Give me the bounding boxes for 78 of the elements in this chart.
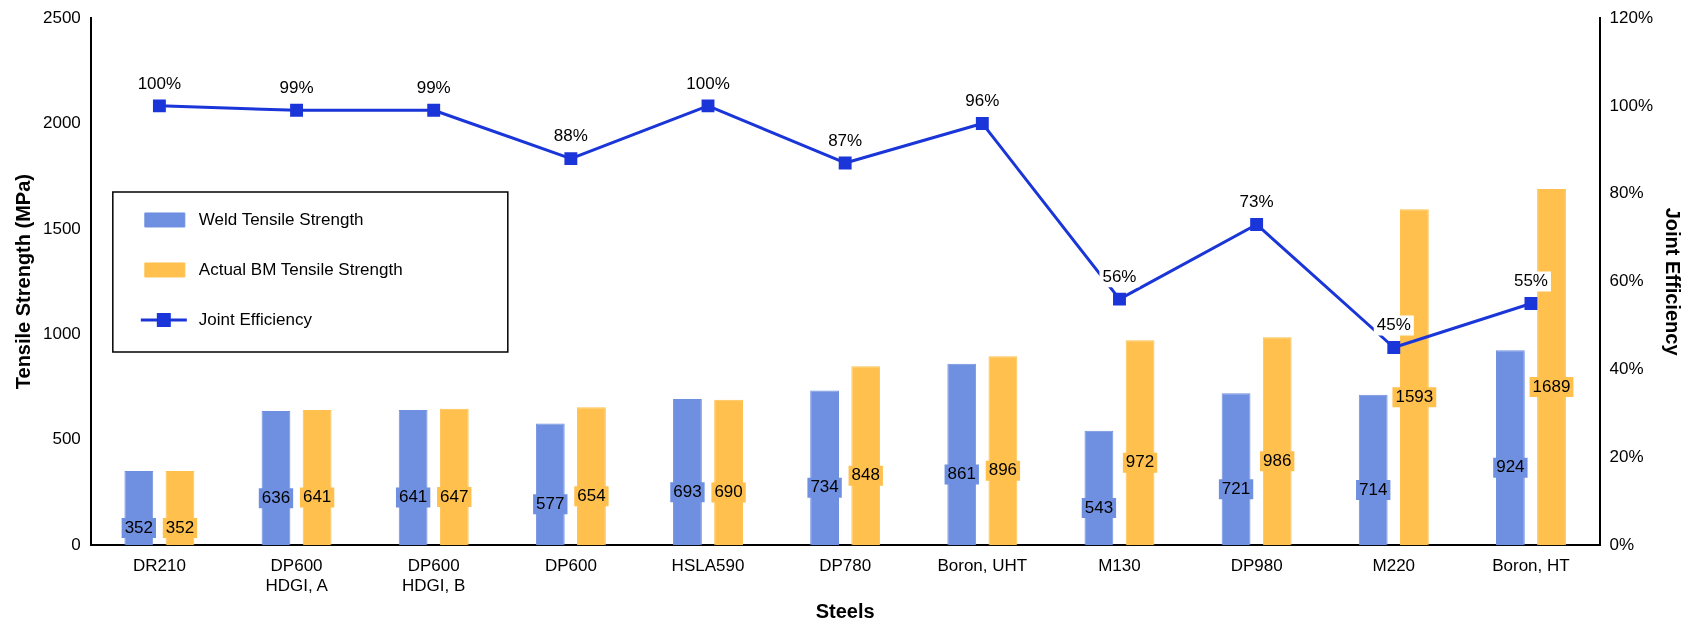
data-label: 45% [1376,315,1411,335]
data-label: 734 [810,477,839,497]
y2-tick-label: 80% [1609,183,1644,203]
x-axis-title: Steels [815,599,875,622]
data-label: 99% [279,77,314,97]
x-tick-label: HSLA590 [671,556,745,576]
data-label: 543 [1084,497,1114,517]
x-tick-label: DP600 HDGI, A [265,556,329,596]
data-label: 88% [553,126,588,146]
data-label: 100% [137,73,182,93]
x-tick-label: M130 [1098,556,1141,576]
data-label: 654 [577,485,606,505]
y2-tick-label: 60% [1609,271,1644,291]
data-label: 641 [398,487,428,507]
data-label: 848 [851,465,880,485]
data-label: 690 [714,482,743,502]
data-label: 721 [1221,478,1251,498]
x-tick-label: DP600 [544,556,597,576]
data-label: 87% [828,130,863,150]
data-label: 56% [1102,266,1137,286]
point [564,152,578,166]
x-tick-label: M220 [1372,556,1416,576]
y-tick-label: 0 [71,534,81,554]
bar [1495,350,1525,546]
legend-label: Actual BM Tensile Strength [198,259,403,279]
point [1387,341,1401,354]
data-label: 577 [536,494,565,514]
point [701,99,715,113]
data-label: 1593 [1395,386,1434,406]
point [975,116,989,130]
x-tick-label: DP980 [1230,556,1283,576]
point [1250,218,1264,231]
x-tick-label: DR210 [132,556,186,576]
point [152,99,166,113]
y2-tick-label: 0% [1609,534,1635,554]
point [427,103,441,117]
y-tick-label: 1000 [42,324,81,344]
x-tick-label: DP600 HDGI, B [402,556,466,596]
data-label: 96% [965,91,1000,111]
data-label: 861 [947,464,976,484]
point [1524,297,1538,311]
data-label: 55% [1513,271,1548,291]
data-label: 100% [686,73,730,93]
y2-axis-title: Joint Efficiency [1662,207,1685,357]
bar [1262,337,1292,546]
data-label: 896 [988,460,1018,480]
data-label: 99% [416,77,451,97]
data-label: 924 [1496,457,1525,477]
data-label: 352 [165,517,195,537]
data-label: 972 [1125,452,1155,472]
y-tick-label: 2500 [42,7,81,27]
legend-label: Joint Efficiency [198,309,313,329]
x-tick-label: DP780 [819,556,872,576]
data-label: 693 [673,481,702,501]
y-axis-title: Tensile Strength (MPa) [11,173,34,390]
x-tick-label: Boron, UHT [937,556,1028,576]
data-label: 636 [261,487,291,507]
point [290,103,303,117]
data-label: 352 [124,517,154,537]
data-label: 647 [440,486,469,506]
y-tick-label: 500 [52,429,81,449]
y2-tick-label: 40% [1609,359,1644,379]
point [838,156,852,170]
bar [851,366,881,546]
data-label: 1689 [1532,376,1571,396]
y2-tick-label: 120% [1609,7,1653,27]
y2-tick-label: 20% [1609,447,1644,467]
data-label: 73% [1239,192,1274,212]
data-label: 641 [302,487,332,507]
bar [988,356,1018,546]
data-label: 714 [1359,479,1388,499]
y-tick-label: 2000 [42,113,81,133]
y-tick-label: 1500 [42,218,81,238]
data-label: 986 [1263,450,1292,470]
x-tick-label: Boron, HT [1492,556,1570,576]
point [1113,292,1126,306]
y2-tick-label: 100% [1609,95,1653,115]
legend-label: Weld Tensile Strength [198,209,364,229]
